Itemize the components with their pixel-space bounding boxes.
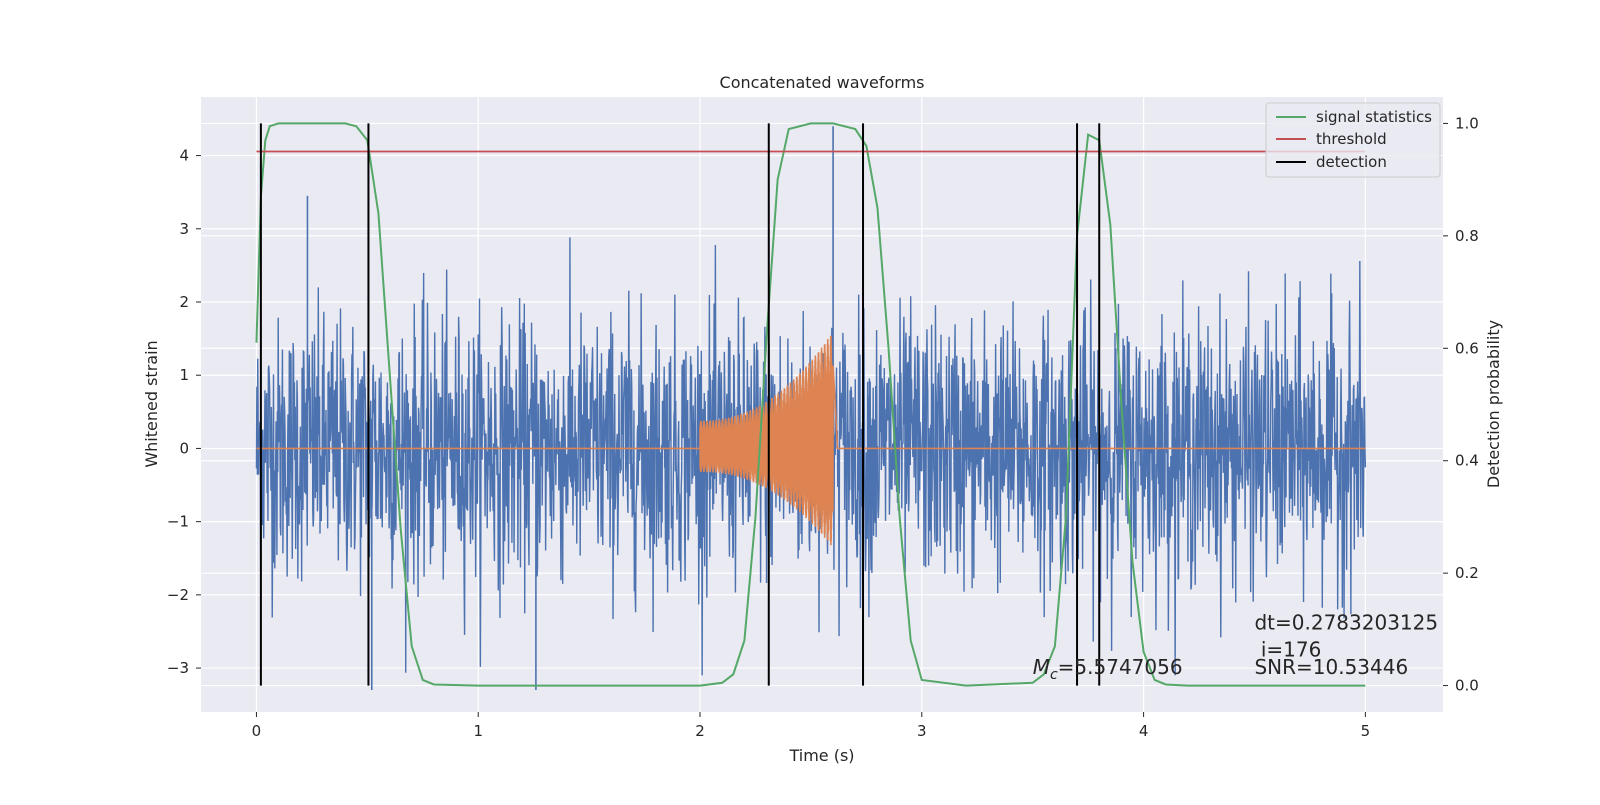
x-tick-label: 4 (1139, 722, 1149, 740)
probability-layer (255, 122, 1366, 687)
y-left-tick-label: −2 (167, 586, 189, 604)
y-left-tick-label: −3 (167, 659, 189, 677)
x-tick-label: 1 (473, 722, 483, 740)
x-axis-label: Time (s) (788, 746, 854, 765)
annotation-layer: dt=0.2783203125 i=176 SNR=10.53446 Mc=5.… (1033, 610, 1438, 683)
legend-box (1265, 102, 1441, 178)
y-right-tick-label: 0.6 (1455, 339, 1479, 357)
y-right-tick-label: 1.0 (1455, 114, 1479, 132)
legend: signal statistics threshold detection (1265, 102, 1441, 178)
tick-layer: 0 1 2 3 4 5 −3 −2 −1 0 1 2 3 4 0.0 0.2 0.4 0.6 0.8 1.0 (167, 114, 1479, 740)
y-left-tick-label: −1 (167, 513, 189, 531)
x-tick-label: 5 (1361, 722, 1371, 740)
y-right-tick-label: 0.8 (1455, 227, 1479, 245)
y-left-tick-label: 2 (179, 293, 189, 311)
legend-label-signal-statistics: signal statistics (1316, 108, 1432, 126)
y-right-tick-label: 0.2 (1455, 564, 1479, 582)
annotation-index: i=176 (1254, 637, 1321, 661)
x-tick-label: 3 (917, 722, 927, 740)
x-tick-label: 2 (695, 722, 705, 740)
y-right-tick-label: 0.4 (1455, 452, 1479, 470)
annotation-chirp-mass-symbol: M (1033, 655, 1050, 679)
legend-label-threshold: threshold (1316, 130, 1387, 148)
y-left-tick-label: 4 (179, 147, 189, 165)
signal-statistics-line (255, 122, 1366, 687)
chart-title: Concatenated waveforms (720, 73, 925, 92)
y-axis-label-left: Whitened strain (142, 340, 161, 467)
annotation-chirp-mass: Mc=5.5747056 (1033, 655, 1183, 683)
annotation-chirp-mass-value: =5.5747056 (1058, 655, 1183, 679)
x-tick-label: 0 (252, 722, 262, 740)
strain-layer (255, 126, 1367, 691)
y-left-tick-label: 3 (179, 220, 189, 238)
annotation-dt: dt=0.2783203125 (1254, 610, 1438, 634)
annotation-chirp-mass-subscript: c (1050, 667, 1058, 683)
y-axis-label-right: Detection probability (1484, 320, 1503, 488)
legend-label-detection: detection (1316, 153, 1387, 171)
y-right-tick-label: 0.0 (1455, 677, 1479, 695)
chirp-injection-line (256, 335, 1366, 546)
y-left-tick-label: 0 (179, 439, 189, 457)
y-left-tick-label: 1 (179, 366, 189, 384)
annotation-snr: SNR=10.53446 (1254, 655, 1408, 679)
